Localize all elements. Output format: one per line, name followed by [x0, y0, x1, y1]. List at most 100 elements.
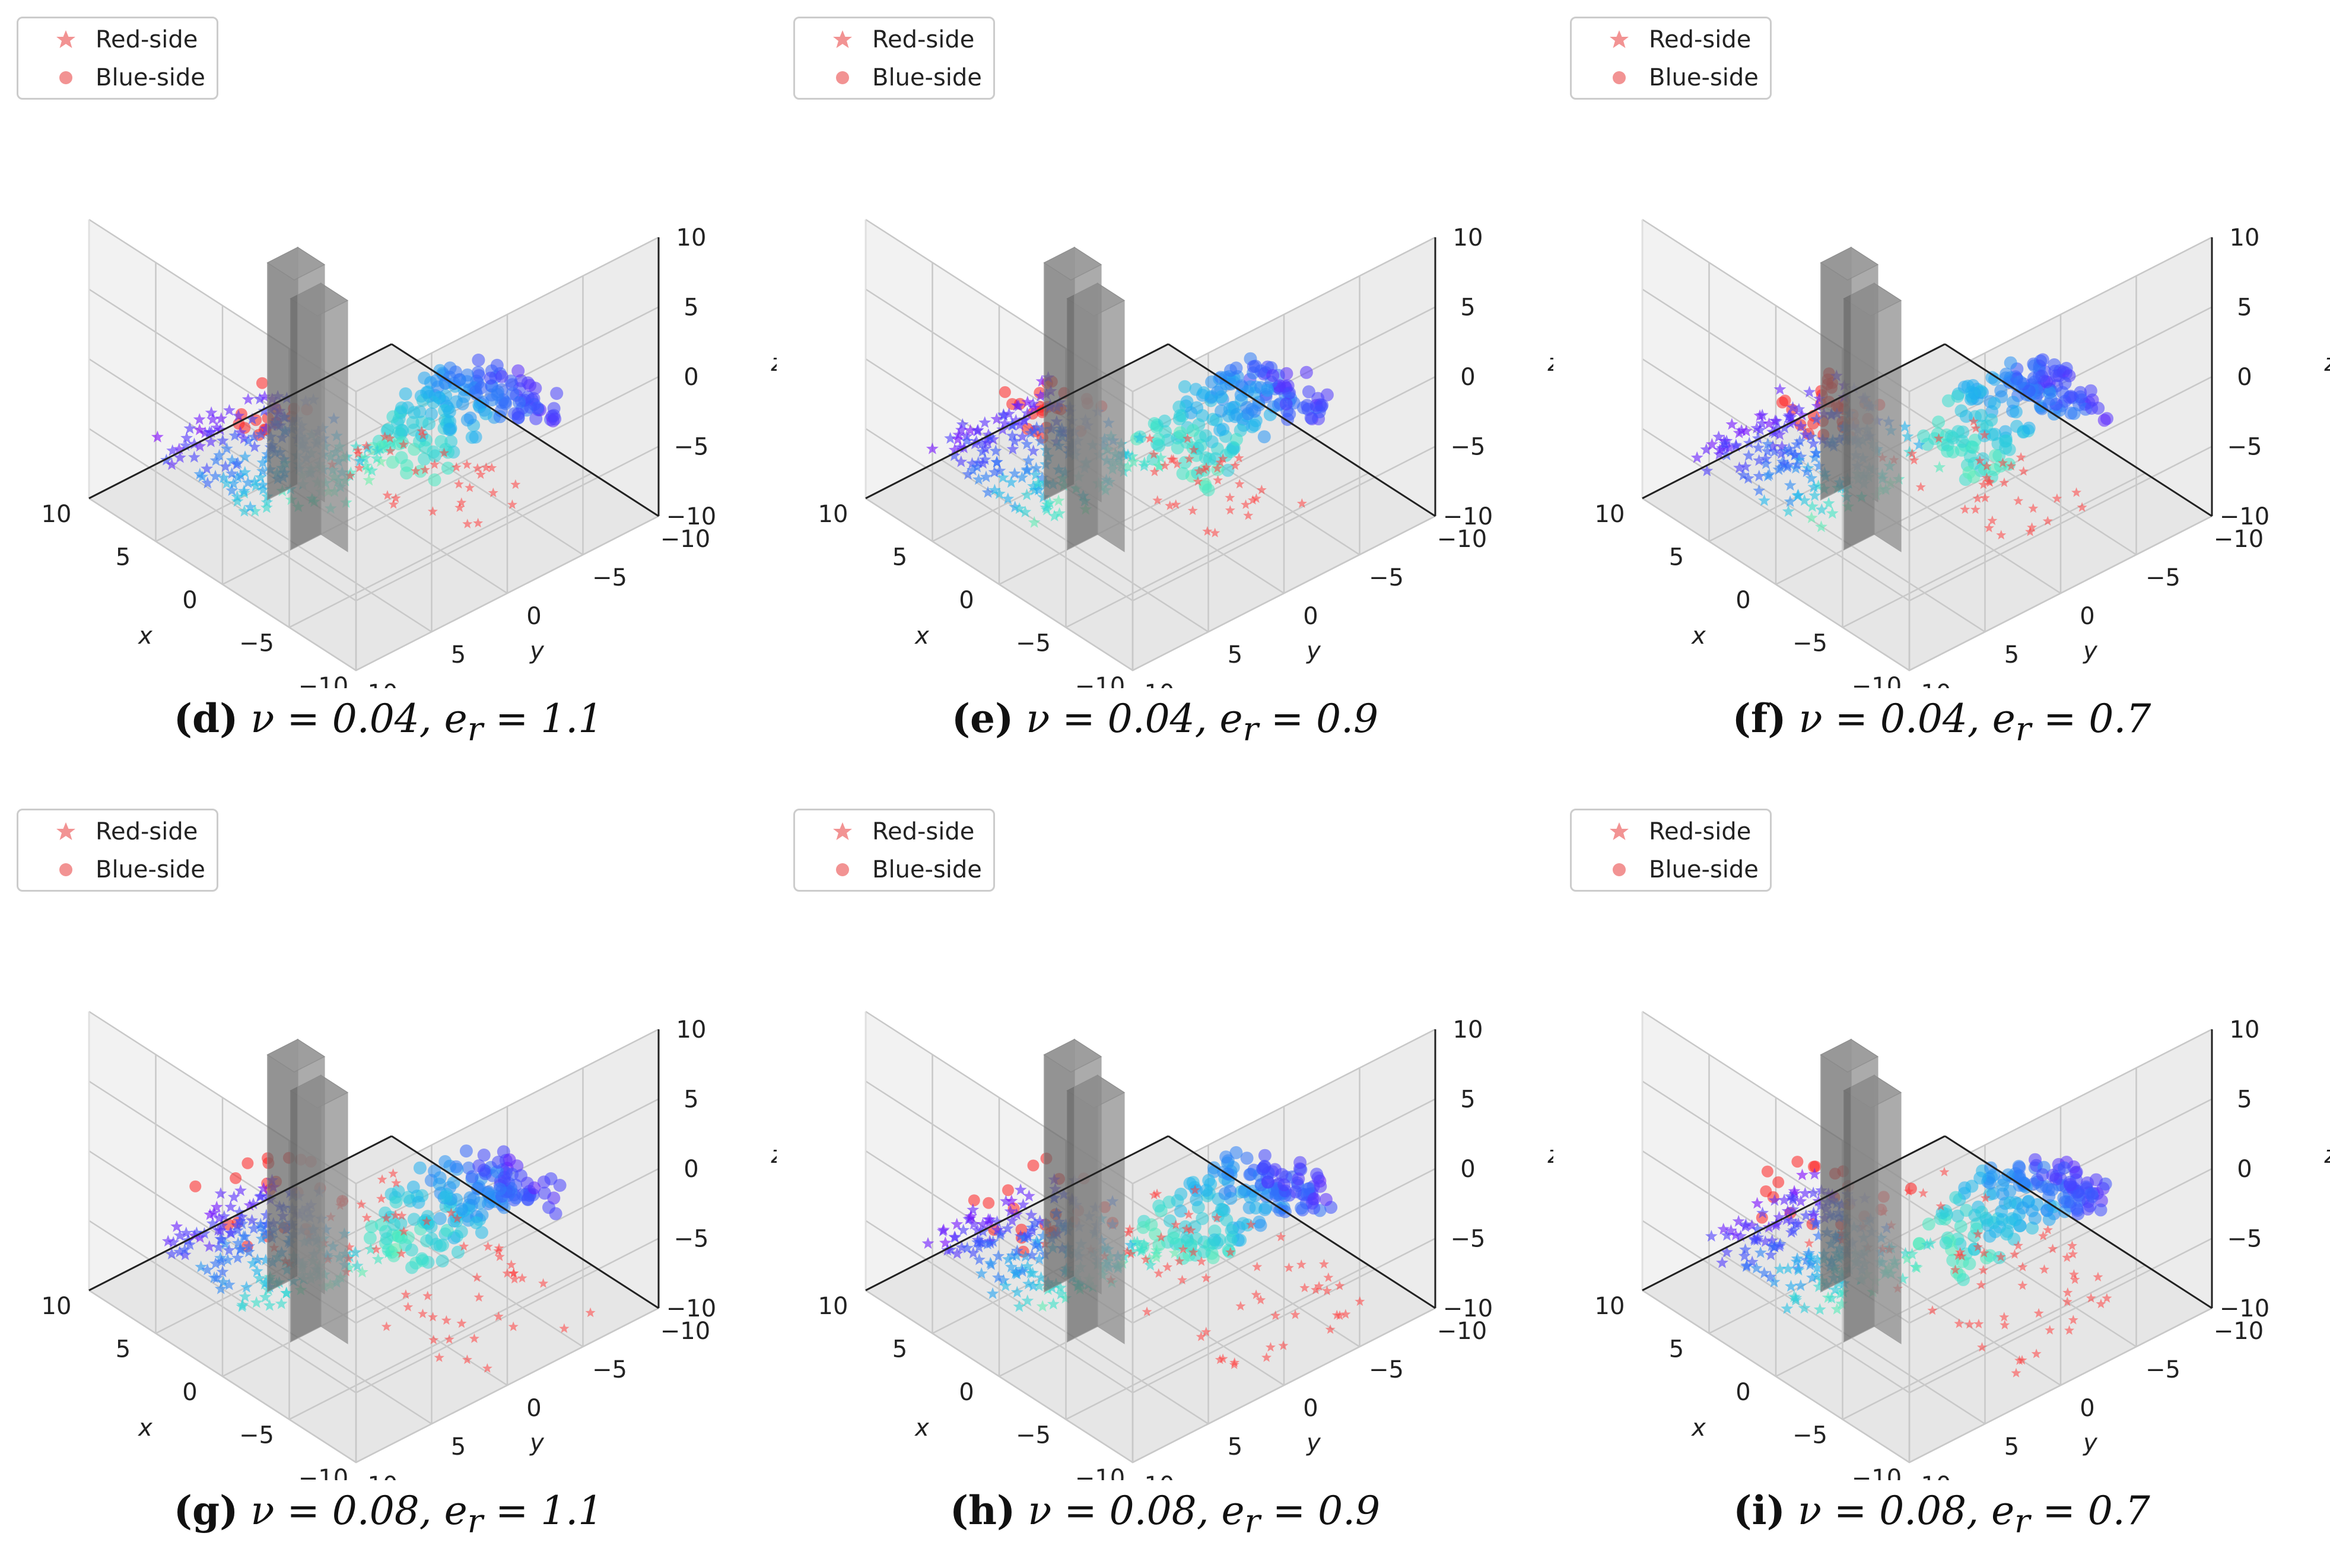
blue-side-point: [455, 1225, 468, 1238]
blue-side-point: [1932, 415, 1945, 428]
blue-side-point: [400, 459, 414, 472]
blue-side-point: [1152, 439, 1165, 452]
z-tick-label: 0: [684, 1156, 698, 1183]
blue-side-point: [1261, 384, 1274, 397]
caption-sub: r: [1243, 710, 1258, 748]
panel-letter: (f): [1733, 695, 1787, 742]
x-axis-label: x: [137, 1414, 152, 1442]
pillar-face: [1874, 1076, 1901, 1344]
caption-rest: ν = 0.08, e: [1798, 1488, 2014, 1534]
pillar-front: [268, 247, 325, 502]
y-tick-label: 0: [1303, 603, 1318, 630]
blue-side-point: [230, 1172, 241, 1184]
blue-side-point: [1178, 380, 1191, 393]
z-tick-label: 10: [1453, 1016, 1483, 1044]
blue-side-point: [522, 1193, 535, 1206]
x-tick-label: 10: [1595, 501, 1625, 528]
legend-label-blue: Blue-side: [872, 856, 982, 883]
pillar-front: [1044, 1039, 1101, 1294]
blue-side-point: [528, 398, 541, 411]
caption-sub: r: [1245, 1502, 1260, 1540]
blue-side-point: [408, 406, 421, 419]
blue-side-point: [386, 411, 399, 424]
blue-side-point: [2036, 1168, 2049, 1181]
blue-side-point: [538, 1187, 551, 1200]
y-tick-label: −5: [1369, 1356, 1404, 1383]
blue-side-point: [436, 1239, 449, 1252]
blue-side-point: [1213, 424, 1226, 437]
z-tick-label: −10: [666, 1295, 716, 1322]
star-marker-icon: [831, 820, 854, 844]
x-tick-label: −5: [1792, 1422, 1827, 1449]
y-tick-label: 0: [526, 1395, 541, 1422]
z-tick-label: −10: [666, 503, 716, 530]
z-axis-label: z: [1547, 1141, 1554, 1169]
x-tick-label: 10: [1595, 1293, 1625, 1320]
x-tick-label: −5: [239, 1422, 274, 1449]
blue-side-point: [2004, 1197, 2017, 1210]
blue-side-point: [548, 412, 561, 425]
blue-side-point: [1957, 1273, 1970, 1286]
blue-side-point: [2072, 1189, 2086, 1202]
x-tick-label: −5: [1016, 630, 1051, 657]
z-tick-label: 5: [2237, 294, 2252, 322]
blue-side-point: [469, 385, 482, 398]
caption-sub: r: [2016, 710, 2031, 748]
blue-side-point: [1760, 1185, 1772, 1197]
legend: Red-side Blue-side: [17, 809, 218, 892]
blue-side-point: [436, 1255, 449, 1268]
blue-side-point: [189, 1181, 201, 1192]
subplot: 101010555000−5−5−5−10−10−10xyz Red-side …: [0, 0, 777, 776]
caption-tail: = 0.9: [1258, 696, 1378, 742]
blue-side-point: [1300, 366, 1313, 379]
z-axis-label: z: [2324, 1141, 2330, 1169]
star-marker-icon: [1607, 820, 1631, 844]
z-tick-label: 5: [684, 1086, 698, 1114]
panel-params: ν = 0.08, er = 0.7: [1798, 1488, 2150, 1534]
blue-side-point: [983, 1197, 994, 1209]
blue-side-point: [2046, 1183, 2059, 1196]
x-tick-label: 10: [42, 501, 72, 528]
z-tick-label: 5: [2237, 1086, 2252, 1114]
blue-side-point: [1028, 1160, 1040, 1172]
blue-side-point: [414, 1162, 427, 1175]
y-tick-label: 10: [1921, 1472, 1951, 1480]
x-tick-label: 0: [182, 587, 197, 614]
blue-side-point: [1202, 1174, 1215, 1187]
panel-caption: (h) ν = 0.08, er = 0.9: [777, 1487, 1553, 1540]
blue-side-point: [2023, 422, 2036, 435]
axes-3d: 101010555000−5−5−5−10−10−10xyz: [1553, 792, 2330, 1480]
legend: Red-side Blue-side: [793, 17, 995, 100]
blue-side-point: [1224, 1234, 1237, 1247]
blue-side-point: [1258, 1160, 1271, 1173]
z-axis-label: z: [2324, 349, 2330, 377]
blue-side-point: [1964, 450, 1977, 463]
blue-side-point: [1202, 484, 1215, 497]
y-tick-label: 0: [1303, 1395, 1318, 1422]
y-tick-label: −5: [592, 564, 627, 591]
blue-side-point: [2027, 371, 2040, 384]
pillar-front: [1044, 247, 1101, 502]
blue-side-point: [2085, 402, 2098, 415]
z-tick-label: 10: [676, 224, 707, 252]
blue-side-point: [1258, 430, 1271, 443]
blue-side-point: [491, 385, 504, 398]
axes-3d: 101010555000−5−5−5−10−10−10xyz: [777, 792, 1553, 1480]
panel-caption: (e) ν = 0.04, er = 0.9: [777, 695, 1553, 748]
caption-rest: ν = 0.04, e: [250, 696, 467, 742]
legend-label-blue: Blue-side: [1649, 64, 1759, 91]
blue-side-point: [2004, 357, 2017, 370]
blue-side-point: [1152, 1200, 1165, 1213]
blue-side-point: [2098, 414, 2111, 427]
x-axis-label: x: [137, 622, 152, 650]
blue-side-point: [1999, 435, 2012, 448]
blue-side-point: [1266, 369, 1279, 382]
blue-side-point: [1187, 424, 1200, 437]
y-axis-label: y: [2083, 1429, 2098, 1456]
blue-side-point: [469, 431, 482, 444]
x-tick-label: −10: [1852, 1465, 1902, 1480]
blue-side-point: [503, 1153, 516, 1166]
x-tick-label: 5: [116, 544, 131, 571]
blue-side-point: [415, 1252, 428, 1265]
legend-label-blue: Blue-side: [1649, 856, 1759, 883]
